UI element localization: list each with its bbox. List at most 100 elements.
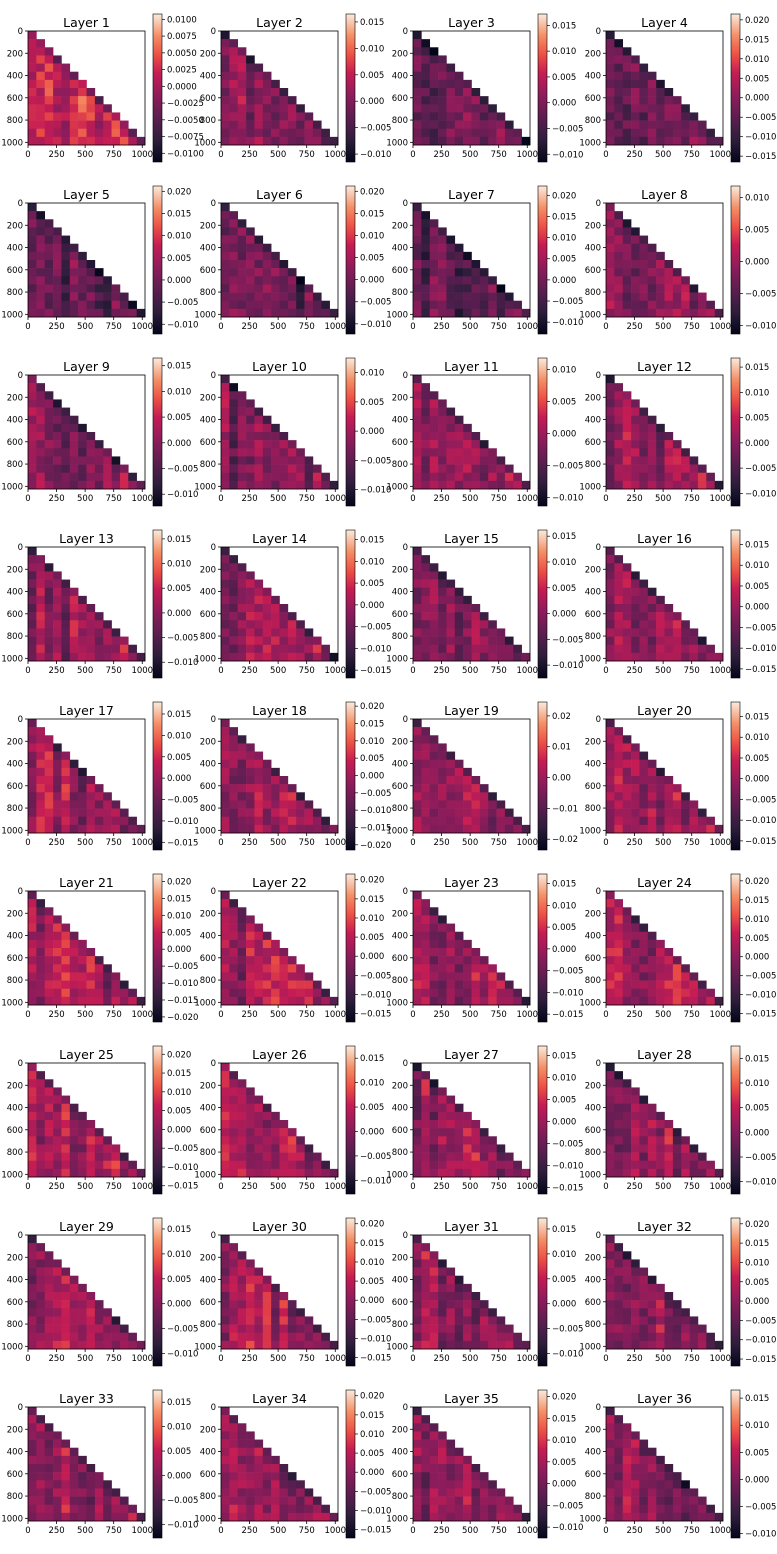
heatmap-cell	[237, 276, 247, 285]
colorbar-tick-label: 0.005	[167, 753, 191, 763]
heatmap-cell	[438, 243, 447, 253]
heatmap-cell	[606, 472, 615, 482]
heatmap-cell	[429, 1472, 439, 1481]
heatmap-cell	[606, 39, 615, 48]
heatmap-cell	[438, 251, 447, 261]
y-tick-label: 600	[200, 1470, 216, 1480]
heatmap-cell	[221, 931, 230, 941]
heatmap-cell	[69, 448, 79, 457]
heatmap-cell	[271, 1512, 280, 1522]
heatmap-cell	[229, 1488, 239, 1497]
colorbar-tick-label: 0.000	[167, 276, 191, 286]
x-tick-label: 750	[491, 150, 507, 160]
heatmap-cell	[28, 604, 37, 613]
heatmap-cell	[229, 1120, 239, 1129]
y-tick-label: 0	[211, 543, 216, 553]
heatmap-cell	[656, 620, 665, 629]
heatmap-cell	[111, 980, 121, 990]
heatmap-cell	[614, 1152, 624, 1162]
heatmap-cell	[446, 1464, 456, 1473]
colorbar-tick-label: −0.010	[167, 1350, 198, 1360]
heatmap-cell	[614, 1283, 624, 1293]
colorbar-tick-label: 0.010	[552, 1250, 576, 1260]
heatmap-cell	[321, 1332, 330, 1342]
heatmap-cell	[229, 1504, 239, 1514]
heatmap-cell	[78, 956, 87, 965]
heatmap-cell	[78, 456, 87, 465]
heatmap-cell	[606, 440, 615, 449]
heatmap-cell	[254, 251, 264, 261]
heatmap-cell	[614, 136, 624, 146]
heatmap-cell	[312, 480, 322, 490]
heatmap-cell	[28, 899, 37, 908]
heatmap-cell	[429, 988, 439, 998]
heatmap-cell	[28, 808, 37, 818]
heatmap-cell	[262, 260, 272, 269]
colorbar-tick-label: −0.005	[745, 113, 776, 123]
heatmap-cell	[606, 1300, 615, 1309]
heatmap-cell	[287, 800, 297, 809]
heatmap-cell	[44, 1095, 54, 1105]
heatmap-cell	[229, 808, 239, 818]
heatmap-cell	[631, 939, 640, 949]
heatmap-cell	[271, 1332, 280, 1342]
colorbar	[345, 13, 356, 163]
heatmap-cell	[471, 1160, 481, 1170]
heatmap-cell	[664, 456, 674, 465]
heatmap-cell	[421, 415, 431, 425]
heatmap-cell	[421, 399, 431, 408]
heatmap-cell	[504, 644, 514, 654]
heatmap-cell	[606, 456, 615, 465]
heatmap-cell	[229, 1423, 239, 1432]
heatmap-cell	[36, 456, 46, 465]
heatmap-cell	[614, 800, 624, 809]
x-tick-label: 500	[270, 1526, 286, 1536]
heatmap-cell	[78, 268, 87, 277]
colorbar-tick-label: 0.010	[360, 1430, 384, 1440]
heatmap-cell	[53, 128, 62, 138]
heatmap-cell	[413, 1300, 422, 1309]
y-tick-label: 600	[200, 1126, 216, 1136]
heatmap-cell	[647, 604, 657, 613]
heatmap-cell	[421, 383, 431, 392]
heatmap-cell	[647, 652, 657, 662]
heatmap-cell	[53, 235, 62, 245]
heatmap-cell	[69, 1480, 79, 1489]
heatmap-cell	[513, 824, 522, 834]
heatmap-cell	[656, 956, 665, 965]
heatmap-cell	[454, 112, 464, 121]
heatmap-cell	[221, 300, 230, 310]
heatmap-cell	[221, 1251, 230, 1260]
heatmap-cell	[296, 996, 305, 1006]
y-tick-label: 1000	[579, 1342, 601, 1352]
y-tick-label: 600	[392, 954, 408, 964]
heatmap-cell	[438, 1087, 447, 1096]
heatmap-cell	[421, 1275, 431, 1285]
heatmap-cell	[496, 1488, 506, 1497]
heatmap-cell	[672, 964, 682, 973]
colorbar-tick-label: 0.02	[552, 712, 571, 722]
heatmap-cell	[53, 1152, 62, 1162]
heatmap-cell	[296, 120, 305, 130]
heatmap-cell	[622, 472, 632, 482]
heatmap-cell	[44, 1251, 54, 1260]
x-tick-label: 250	[626, 666, 642, 676]
heatmap-cell	[606, 612, 615, 621]
heatmap-cell	[647, 1324, 657, 1334]
heatmap-cell	[229, 1128, 239, 1137]
x-tick-label: 750	[299, 838, 315, 848]
colorbar-tick-label: −0.015	[360, 1010, 391, 1020]
heatmap-cell	[69, 972, 79, 981]
heatmap-cell	[631, 440, 640, 449]
heatmap-cell	[221, 579, 230, 589]
heatmap-cell	[446, 767, 456, 777]
heatmap-cell	[254, 628, 264, 637]
heatmap-cell	[111, 284, 121, 293]
heatmap-cell	[631, 595, 640, 605]
heatmap-cell	[287, 1340, 297, 1350]
heatmap-cell	[287, 136, 297, 146]
heatmap-cell	[254, 1152, 264, 1162]
heatmap-cell	[246, 1152, 255, 1162]
heatmap-cell	[681, 276, 690, 285]
heatmap-cell	[664, 1128, 674, 1137]
